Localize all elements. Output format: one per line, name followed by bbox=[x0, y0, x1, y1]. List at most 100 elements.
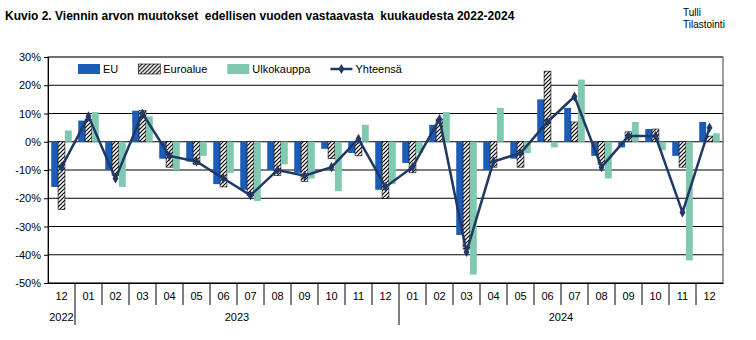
x-tick: 02 bbox=[109, 283, 121, 302]
bar bbox=[551, 142, 558, 148]
bar bbox=[402, 142, 409, 163]
x-tick: 10 bbox=[649, 283, 661, 302]
grid bbox=[48, 57, 723, 283]
marker bbox=[329, 162, 335, 172]
x-tick-label: 06 bbox=[217, 290, 229, 302]
bar bbox=[672, 142, 679, 156]
x-tick-label: 12 bbox=[703, 290, 715, 302]
x-separator bbox=[264, 283, 265, 305]
x-tick-label: 03 bbox=[460, 290, 472, 302]
x-tick: 01 bbox=[82, 283, 94, 302]
bar bbox=[247, 142, 254, 196]
bar bbox=[713, 133, 720, 141]
x-tick-label: 01 bbox=[82, 290, 94, 302]
x-tick: 03 bbox=[136, 283, 148, 302]
title: Kuvio 2. Viennin arvon muutokset edellis… bbox=[5, 9, 515, 23]
bar bbox=[51, 142, 58, 187]
bar bbox=[200, 142, 207, 156]
x-separators: 202220232024 bbox=[49, 283, 696, 325]
legend-swatch bbox=[78, 64, 100, 74]
marks bbox=[51, 71, 720, 274]
x-tick-label: 04 bbox=[163, 290, 175, 302]
legend-swatch bbox=[227, 64, 249, 74]
x-tick-label: 11 bbox=[677, 290, 688, 302]
bar bbox=[375, 142, 382, 190]
bar bbox=[571, 122, 578, 142]
plot: -50%-40%-30%-20%-10%0%10%20%30%120102030… bbox=[15, 51, 723, 325]
marker bbox=[356, 134, 362, 144]
x-separator bbox=[399, 283, 400, 325]
x-tick: 09 bbox=[622, 283, 634, 302]
bar bbox=[679, 142, 686, 167]
plot-border bbox=[48, 57, 723, 283]
y-tick-mark bbox=[44, 198, 48, 199]
bar bbox=[166, 142, 173, 167]
bar bbox=[497, 108, 504, 142]
bar bbox=[362, 125, 369, 142]
y-tick-mark bbox=[44, 142, 48, 143]
marker bbox=[302, 171, 308, 181]
bar bbox=[490, 142, 497, 167]
bar bbox=[321, 142, 328, 149]
x-axis: 1201020304050607080910111201020304050607… bbox=[49, 283, 724, 302]
bar bbox=[240, 142, 247, 190]
x-tick-label: 08 bbox=[595, 290, 607, 302]
y-tick-mark bbox=[44, 57, 48, 58]
x-tick-label: 10 bbox=[325, 290, 337, 302]
y-tick-label: 10% bbox=[19, 108, 41, 120]
marker bbox=[491, 156, 497, 166]
marker bbox=[518, 148, 524, 158]
legend-label: Euroalue bbox=[163, 63, 207, 75]
marker bbox=[275, 165, 281, 175]
bar bbox=[65, 130, 72, 141]
x-tick-label: 04 bbox=[487, 290, 499, 302]
bar bbox=[382, 142, 389, 199]
x-separator bbox=[534, 283, 535, 305]
x-separator bbox=[291, 283, 292, 305]
marker bbox=[626, 131, 632, 141]
legend-swatch bbox=[138, 64, 160, 74]
grid-line bbox=[48, 85, 723, 86]
marker bbox=[383, 182, 389, 192]
x-separator bbox=[642, 283, 643, 305]
legend-marker bbox=[338, 64, 344, 74]
x-separator bbox=[183, 283, 184, 305]
x-tick: 08 bbox=[271, 283, 283, 302]
chart: Kuvio 2. Viennin arvon muutokset edellis… bbox=[0, 0, 756, 340]
marker bbox=[194, 156, 200, 166]
y-tick-label: -40% bbox=[15, 249, 41, 261]
marker bbox=[437, 114, 443, 124]
x-separator bbox=[453, 283, 454, 305]
bar bbox=[463, 142, 470, 249]
bar-series bbox=[65, 80, 720, 275]
x-tick: 06 bbox=[541, 283, 553, 302]
x-separator bbox=[480, 283, 481, 305]
x-tick: 08 bbox=[595, 283, 607, 302]
bar bbox=[213, 142, 220, 184]
x-tick-label: 06 bbox=[541, 290, 553, 302]
legend-label: EU bbox=[103, 63, 118, 75]
bar-series bbox=[58, 71, 713, 249]
bar bbox=[328, 142, 335, 159]
legend-label: Yhteensä bbox=[355, 63, 402, 75]
y-tick-label: -30% bbox=[15, 221, 41, 233]
bar bbox=[301, 142, 308, 182]
x-tick-label: 10 bbox=[649, 290, 661, 302]
marker bbox=[140, 108, 146, 118]
marker bbox=[599, 162, 605, 172]
x-separator bbox=[102, 283, 103, 305]
x-tick: 01 bbox=[406, 283, 418, 302]
bar bbox=[564, 108, 571, 142]
x-separator bbox=[75, 283, 76, 325]
y-tick-label: -10% bbox=[15, 164, 41, 176]
x-tick-label: 05 bbox=[190, 290, 202, 302]
legend-background bbox=[74, 61, 407, 77]
y-tick-label: 20% bbox=[19, 79, 41, 91]
x-tick: 04 bbox=[163, 283, 175, 302]
marker bbox=[653, 131, 659, 141]
x-separator bbox=[588, 283, 589, 305]
marker bbox=[248, 190, 254, 200]
legend-item: Yhteensä bbox=[330, 63, 402, 75]
bar bbox=[227, 142, 234, 173]
y-tick: 10% bbox=[19, 108, 48, 120]
